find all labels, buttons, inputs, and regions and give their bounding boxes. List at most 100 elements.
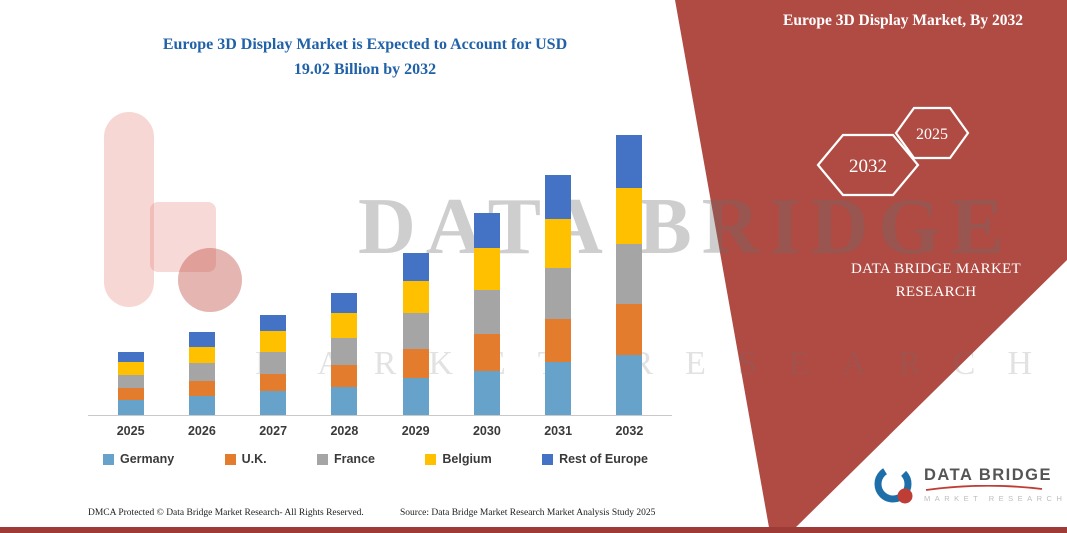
year-hexagons: 2032 2025 xyxy=(816,106,970,197)
company-logo-name: DATA BRIDGE xyxy=(924,465,1053,484)
segment-rest-of-europe-2025 xyxy=(117,351,144,362)
legend-label-france: France xyxy=(333,452,375,466)
hexagon-2032-label: 2032 xyxy=(849,156,887,177)
legend-label-belgium: Belgium xyxy=(442,452,492,466)
company-logo-icon xyxy=(874,465,913,504)
segment-france-2027 xyxy=(260,351,287,374)
legend-label-germany: Germany xyxy=(120,452,175,466)
segment-germany-2029 xyxy=(402,378,429,415)
segment-u-k-2026 xyxy=(188,381,215,396)
dmca-notice: DMCA Protected © Data Bridge Market Rese… xyxy=(88,508,364,518)
x-axis-label-2026: 2026 xyxy=(187,424,216,438)
segment-u-k-2028 xyxy=(331,364,358,387)
x-axis-label-2025: 2025 xyxy=(116,424,145,438)
legend-label-u-k: U.K. xyxy=(241,452,267,466)
segment-rest-of-europe-2026 xyxy=(188,332,215,348)
legend-swatch-germany xyxy=(103,453,114,465)
legend-swatch-rest-of-europe xyxy=(542,453,554,465)
bar-slot-2027 xyxy=(238,120,309,415)
watermark-logo-icon xyxy=(104,112,242,312)
panel-title: Europe 3D Display Market, By 2032 xyxy=(783,12,1023,29)
stacked-bar-2029 xyxy=(402,252,429,415)
stacked-bar-2031 xyxy=(545,174,572,415)
stacked-bar-2028 xyxy=(331,292,358,415)
legend-label-rest-of-europe: Rest of Europe xyxy=(559,452,648,466)
company-logo-text: DATA BRIDGE MARKET RESEARCH xyxy=(924,466,1066,503)
segment-belgium-2025 xyxy=(117,361,144,376)
logo-swoosh xyxy=(925,484,1043,491)
bar-slot-2028 xyxy=(309,120,380,415)
bar-slot-2031 xyxy=(523,120,594,415)
segment-rest-of-europe-2031 xyxy=(545,174,572,219)
panel-brand-text: DATA BRIDGE MARKET RESEARCH xyxy=(850,261,1022,300)
segment-france-2030 xyxy=(473,289,500,334)
segment-rest-of-europe-2032 xyxy=(616,134,643,188)
segment-rest-of-europe-2030 xyxy=(473,212,500,249)
bottom-accent-bar xyxy=(0,527,1067,533)
segment-belgium-2030 xyxy=(473,248,500,290)
legend-item-u-k: U.K. xyxy=(224,452,267,466)
segment-france-2025 xyxy=(117,375,144,389)
segment-germany-2032 xyxy=(616,354,643,415)
watermark-logo-bar xyxy=(104,112,154,307)
legend-item-belgium: Belgium xyxy=(425,452,492,466)
x-axis-label-2027: 2027 xyxy=(259,424,288,438)
x-axis-line xyxy=(88,415,672,416)
segment-u-k-2032 xyxy=(616,304,643,355)
logo-icon-dot xyxy=(897,488,913,504)
segment-belgium-2029 xyxy=(402,280,429,314)
x-axis-label-2032: 2032 xyxy=(615,424,644,438)
x-axis-label-2029: 2029 xyxy=(401,424,430,438)
chart-title: Europe 3D Display Market is Expected to … xyxy=(100,33,630,83)
legend-item-france: France xyxy=(316,452,375,466)
segment-u-k-2029 xyxy=(402,348,429,379)
watermark-logo-block xyxy=(150,202,216,272)
segment-germany-2031 xyxy=(545,361,572,415)
stacked-bar-2027 xyxy=(260,314,287,415)
stacked-bar-2025 xyxy=(117,351,144,415)
x-axis-label-2030: 2030 xyxy=(472,424,501,438)
legend-item-rest-of-europe: Rest of Europe xyxy=(542,452,648,466)
segment-germany-2027 xyxy=(260,391,287,415)
chart-title-line1: Europe 3D Display Market is Expected to … xyxy=(162,36,568,53)
x-axis-label-2028: 2028 xyxy=(330,424,359,438)
bar-slot-2030 xyxy=(451,120,522,415)
segment-rest-of-europe-2029 xyxy=(402,252,429,281)
segment-rest-of-europe-2027 xyxy=(260,314,287,332)
hexagon-2032-outline xyxy=(816,133,920,197)
bar-slot-2025 xyxy=(95,120,166,415)
segment-germany-2028 xyxy=(331,387,358,415)
bar-chart-plot xyxy=(95,120,665,415)
legend-swatch-france xyxy=(316,453,328,465)
watermark-text-line1: DATA BRIDGE xyxy=(358,183,1015,271)
segment-belgium-2032 xyxy=(616,187,643,244)
bar-slot-2029 xyxy=(380,120,451,415)
bar-slot-2026 xyxy=(166,120,237,415)
hexagon-2025-label: 2025 xyxy=(916,126,948,143)
hexagon-2025-outline xyxy=(894,106,970,160)
legend-swatch-belgium xyxy=(425,453,437,465)
segment-u-k-2025 xyxy=(117,388,144,401)
segment-u-k-2027 xyxy=(260,373,287,392)
x-axis-label-2031: 2031 xyxy=(544,424,573,438)
segment-rest-of-europe-2028 xyxy=(331,292,358,314)
watermark-text-line2: MARKET RESEARCH xyxy=(255,345,1065,382)
source-note: Source: Data Bridge Market Research Mark… xyxy=(400,508,656,518)
segment-germany-2030 xyxy=(473,370,500,415)
x-axis-labels: 2025 2026 2027 2028 2029 2030 2031 2032 xyxy=(95,424,665,438)
segment-france-2029 xyxy=(402,313,429,349)
segment-belgium-2028 xyxy=(331,313,358,339)
company-logo-tagline: MARKET RESEARCH xyxy=(924,493,1067,503)
segment-france-2026 xyxy=(188,363,215,382)
stacked-bar-2030 xyxy=(473,212,500,415)
segment-france-2031 xyxy=(545,267,572,320)
segment-germany-2025 xyxy=(117,400,144,415)
segment-belgium-2026 xyxy=(188,347,215,364)
chart-title-line2: 19.02 Billion by 2032 xyxy=(293,60,437,78)
bar-slot-2032 xyxy=(594,120,665,415)
stacked-bar-2026 xyxy=(188,332,215,415)
watermark-logo xyxy=(92,102,272,337)
segment-belgium-2027 xyxy=(260,331,287,352)
chart-legend: Germany U.K. France Belgium Rest of Europe xyxy=(103,452,648,466)
